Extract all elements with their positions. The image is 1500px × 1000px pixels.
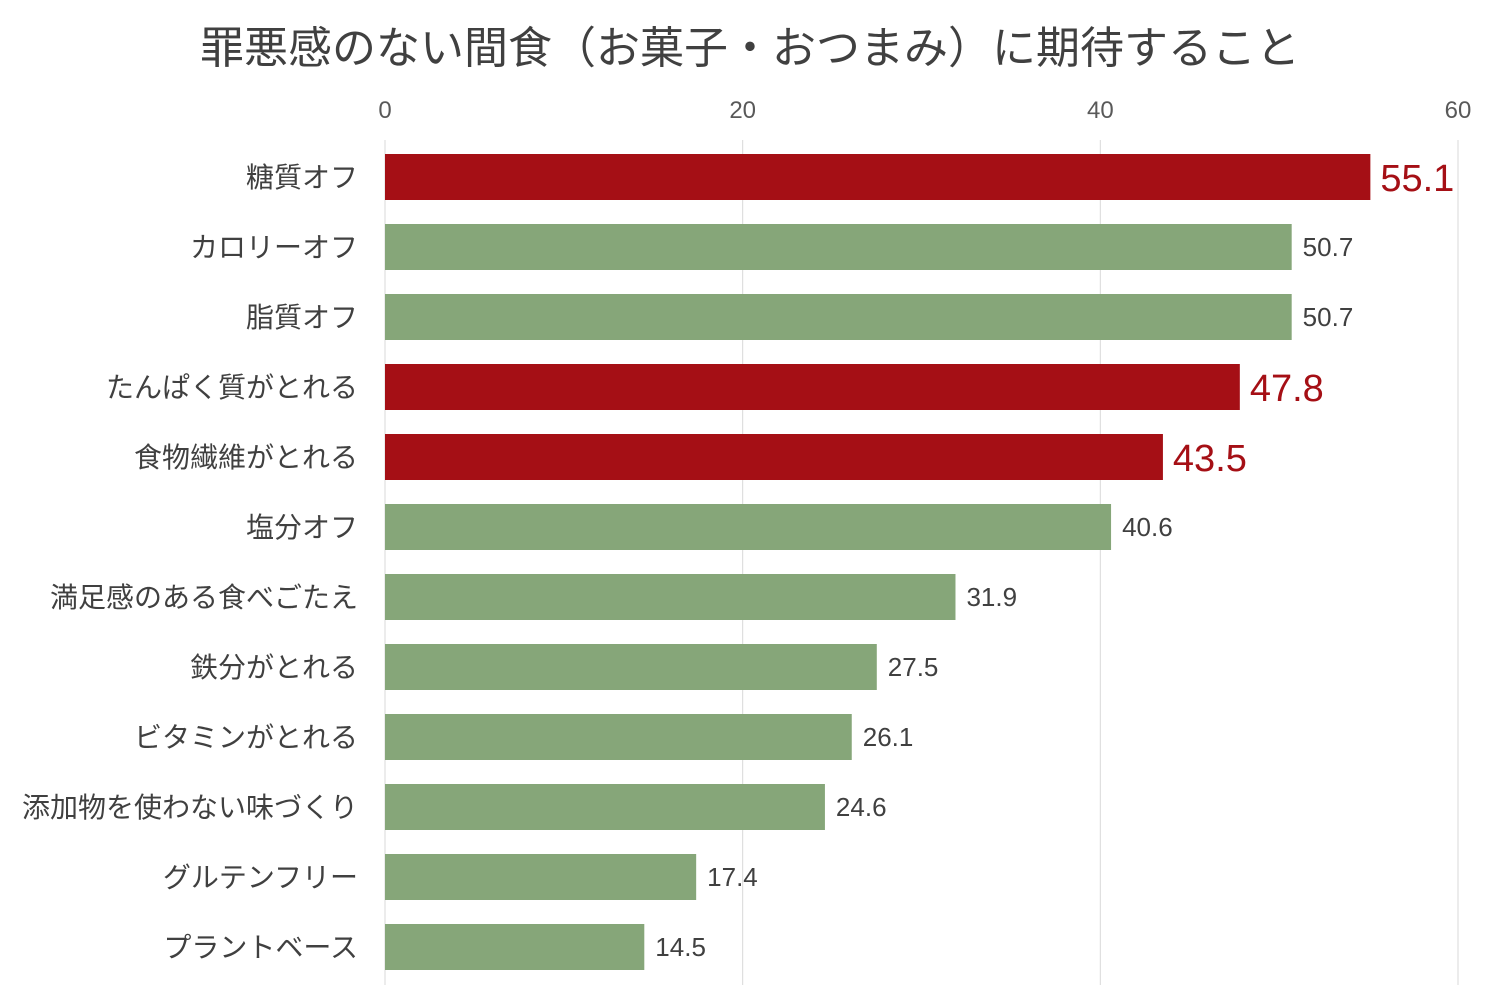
category-labels: 糖質オフカロリーオフ脂質オフたんぱく質がとれる食物繊維がとれる塩分オフ満足感のあ…	[22, 161, 358, 964]
bar-3	[385, 294, 1292, 340]
category-label: 塩分オフ	[246, 511, 358, 544]
bar-6	[385, 504, 1112, 550]
value-label: 31.9	[966, 582, 1017, 612]
gridlines	[384, 140, 1459, 985]
x-tick-label: 60	[1445, 97, 1472, 124]
bar-10	[385, 784, 825, 830]
category-label: グルテンフリー	[163, 861, 358, 894]
bar-5	[385, 434, 1163, 480]
x-tick-label: 0	[378, 97, 391, 124]
value-label: 55.1	[1380, 158, 1454, 200]
value-label: 50.7	[1303, 232, 1354, 262]
x-axis-ticks: 0 20 40 60	[378, 97, 1471, 124]
value-label: 40.6	[1122, 512, 1173, 542]
value-label: 26.1	[863, 722, 914, 752]
category-label: ビタミンがとれる	[134, 721, 358, 754]
category-label: プラントベース	[163, 931, 358, 964]
value-label: 50.7	[1303, 302, 1354, 332]
bar-8	[385, 644, 877, 690]
x-tick-label: 40	[1087, 97, 1114, 124]
value-label: 14.5	[655, 932, 706, 962]
category-label: 添加物を使わない味づくり	[22, 791, 358, 824]
bar-4	[385, 364, 1240, 410]
x-tick-label: 20	[729, 97, 756, 124]
category-label: 糖質オフ	[246, 161, 358, 194]
category-label: 脂質オフ	[246, 301, 358, 334]
bars	[385, 154, 1371, 970]
value-label: 43.5	[1173, 438, 1247, 480]
category-label: 満足感のある食べごたえ	[50, 581, 358, 614]
value-label: 47.8	[1250, 368, 1324, 410]
bar-1	[385, 154, 1371, 200]
bar-2	[385, 224, 1292, 270]
value-label: 27.5	[888, 652, 939, 682]
bar-12	[385, 924, 645, 970]
category-label: カロリーオフ	[190, 231, 358, 264]
value-labels: 55.1 50.7 50.7 47.843.5 40.6 31.9 27.5 26.1 24.6…	[655, 158, 1454, 962]
category-label: たんぱく質がとれる	[106, 371, 358, 404]
value-label: 24.6	[836, 792, 887, 822]
chart-title: 罪悪感のない間食（お菓子・おつまみ）に期待すること	[200, 23, 1300, 74]
bar-7	[385, 574, 956, 620]
bar-9	[385, 714, 852, 760]
category-label: 鉄分がとれる	[190, 651, 358, 684]
bar-11	[385, 854, 697, 900]
category-label: 食物繊維がとれる	[134, 441, 358, 474]
value-label: 17.4	[707, 862, 758, 892]
